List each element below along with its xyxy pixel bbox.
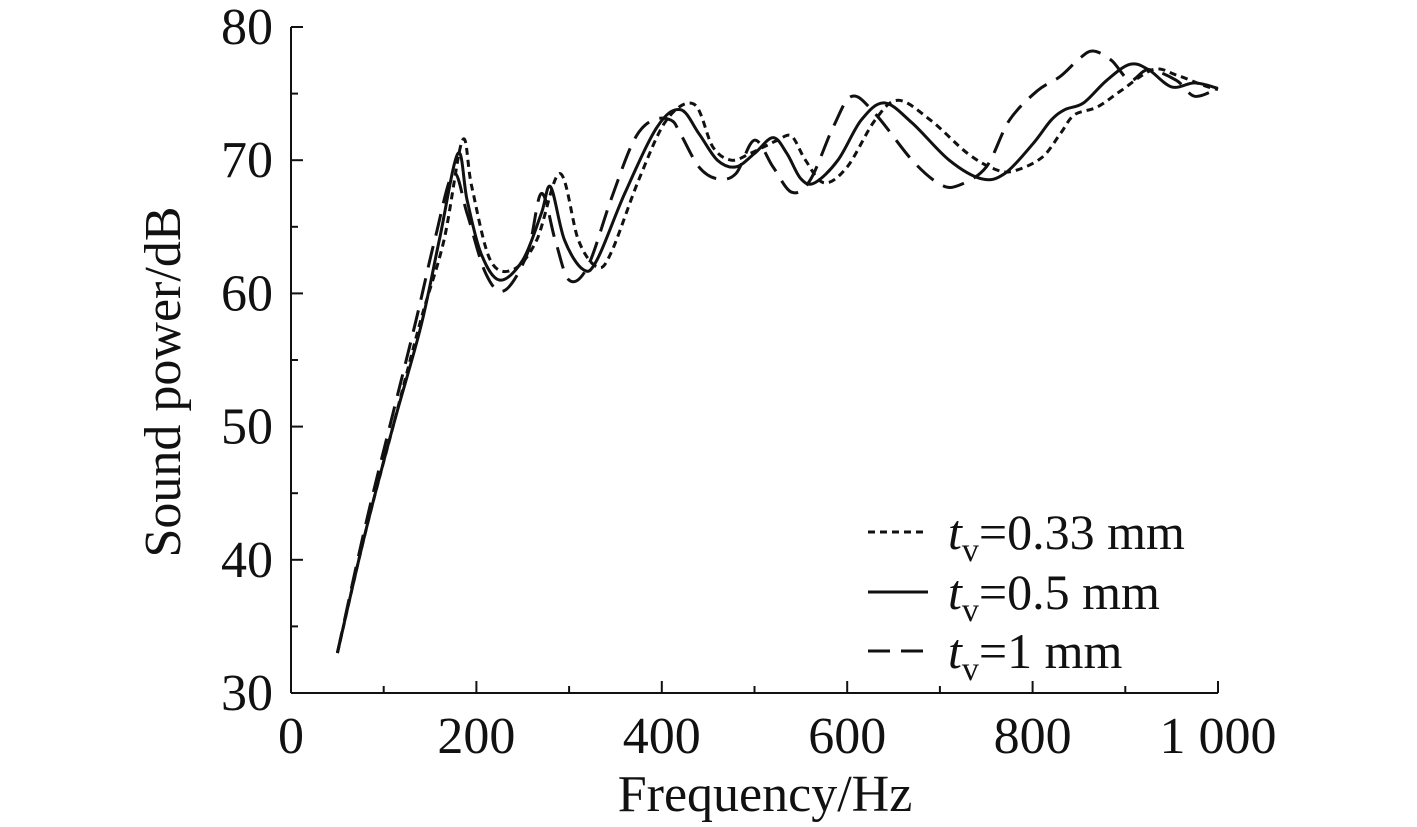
y-tick-label: 60 (221, 265, 273, 322)
y-tick-label: 80 (221, 0, 273, 56)
legend-symbol: t (948, 564, 963, 620)
x-tick-label: 600 (808, 708, 886, 765)
legend-value: =0.5 mm (979, 564, 1160, 620)
series-line-3 (335, 49, 1219, 654)
x-axis: 0 200 400 600 800 1 000 (278, 681, 1277, 765)
series-line-1 (335, 67, 1219, 654)
y-tick-label: 50 (221, 399, 273, 456)
y-tick-label: 70 (221, 132, 273, 189)
legend-label-1: tv=0.33 mm (948, 504, 1185, 569)
y-tick-label: 30 (221, 665, 273, 722)
legend-value: =1 mm (979, 623, 1123, 679)
legend-symbol: t (948, 504, 963, 560)
y-tick-label: 40 (221, 532, 273, 589)
y-axis: 30 40 50 60 70 80 (221, 0, 303, 722)
legend-subscript: v (962, 651, 979, 688)
legend-symbol: t (948, 623, 963, 679)
series-group (335, 49, 1219, 654)
x-tick-label: 1 000 (1160, 708, 1277, 765)
legend-subscript: v (962, 532, 979, 569)
x-tick-label: 200 (437, 708, 515, 765)
legend-label-2: tv=0.5 mm (948, 564, 1160, 629)
x-axis-title: Frequency/Hz (618, 766, 913, 823)
legend-subscript: v (962, 592, 979, 629)
legend-label-3: tv=1 mm (948, 623, 1122, 688)
legend-value: =0.33 mm (979, 504, 1185, 560)
x-tick-label: 800 (994, 708, 1072, 765)
series-line-2 (335, 62, 1219, 654)
y-axis-title: Sound power/dB (135, 207, 192, 558)
x-tick-label: 0 (278, 708, 304, 765)
x-tick-label: 400 (623, 708, 701, 765)
